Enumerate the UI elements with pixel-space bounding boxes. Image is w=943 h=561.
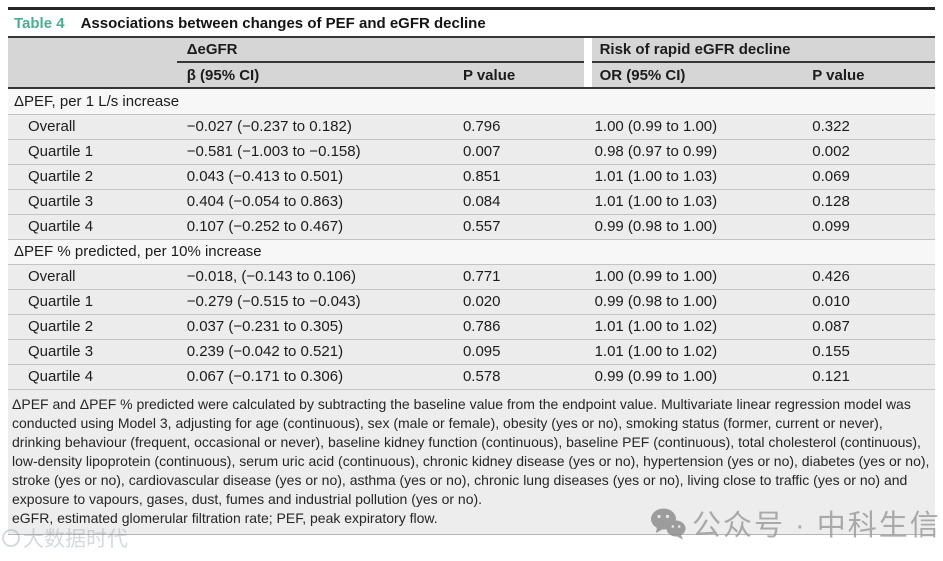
cell-beta: 0.107 (−0.252 to 0.467) xyxy=(176,214,453,240)
cell-label: Quartile 2 xyxy=(8,164,177,190)
section-header-row: ΔPEF % predicted, per 10% increase xyxy=(8,239,935,265)
cell-label: Quartile 3 xyxy=(8,339,177,365)
cell-or: 1.01 (1.00 to 1.03) xyxy=(584,189,805,215)
cell-p2: 0.002 xyxy=(804,139,935,165)
table-row: Quartile 2 0.037 (−0.231 to 0.305) 0.786 1.… xyxy=(8,314,935,340)
cell-or: 1.00 (0.99 to 1.00) xyxy=(584,264,805,290)
cell-p1: 0.851 xyxy=(452,164,585,190)
col-header-pvalue-1: P value xyxy=(462,66,516,84)
cell-label: Overall xyxy=(8,264,177,290)
table-body: ΔPEF, per 1 L/s increase Overall −0.027 (−… xyxy=(8,89,935,390)
cell-p1: 0.095 xyxy=(452,339,585,365)
col-header-pvalue-2: P value xyxy=(812,66,865,84)
section-header-label: ΔPEF, per 1 L/s increase xyxy=(8,89,935,115)
cell-beta: 0.043 (−0.413 to 0.501) xyxy=(176,164,453,190)
column-group-risk: Risk of rapid eGFR decline xyxy=(584,38,935,63)
cell-p2: 0.426 xyxy=(804,264,935,290)
cell-or: 1.00 (0.99 to 1.00) xyxy=(584,114,805,140)
data-table: ΔPEF, per 1 L/s increase Overall −0.027 (−… xyxy=(8,89,935,390)
footnote-abbreviations: eGFR, estimated glomerular filtration ra… xyxy=(12,509,438,526)
cell-p1: 0.796 xyxy=(452,114,585,140)
cell-or: 0.98 (0.97 to 0.99) xyxy=(584,139,805,165)
cell-or: 1.01 (1.00 to 1.02) xyxy=(584,339,805,365)
table-caption: Table 4 Associations between changes of … xyxy=(8,10,935,36)
cell-or: 1.01 (1.00 to 1.02) xyxy=(584,314,805,340)
cell-or: 1.01 (1.00 to 1.03) xyxy=(584,164,805,190)
table-row: Quartile 4 0.107 (−0.252 to 0.467) 0.557 0.… xyxy=(8,214,935,240)
cell-or: 0.99 (0.99 to 1.00) xyxy=(584,364,805,390)
table-header: ΔeGFR Risk of rapid eGFR decline β (95% … xyxy=(8,36,935,89)
cell-p2: 0.322 xyxy=(804,114,935,140)
cell-beta: −0.279 (−0.515 to −0.043) xyxy=(176,289,453,315)
section-header-row: ΔPEF, per 1 L/s increase xyxy=(8,89,935,115)
cell-beta: 0.239 (−0.042 to 0.521) xyxy=(176,339,453,365)
cell-label: Quartile 1 xyxy=(8,289,177,315)
cell-p1: 0.007 xyxy=(452,139,585,165)
cell-p1: 0.557 xyxy=(452,214,585,240)
table-row: Quartile 3 0.404 (−0.054 to 0.863) 0.084 1.… xyxy=(8,189,935,215)
cell-label: Quartile 4 xyxy=(8,364,177,390)
cell-beta: −0.027 (−0.237 to 0.182) xyxy=(176,114,453,140)
cell-or: 0.99 (0.98 to 1.00) xyxy=(584,289,805,315)
column-group-divider xyxy=(583,38,592,87)
table-row: Quartile 1 −0.279 (−0.515 to −0.043) 0.020… xyxy=(8,289,935,315)
cell-p1: 0.020 xyxy=(452,289,585,315)
cell-p1: 0.786 xyxy=(452,314,585,340)
col-header-or: OR (95% CI) xyxy=(599,66,686,84)
header-group-row: ΔeGFR Risk of rapid eGFR decline xyxy=(8,38,935,63)
cell-beta: 0.404 (−0.054 to 0.863) xyxy=(176,189,453,215)
table-row: Overall −0.027 (−0.237 to 0.182) 0.796 1.00… xyxy=(8,114,935,140)
table-row: Quartile 2 0.043 (−0.413 to 0.501) 0.851 1.… xyxy=(8,164,935,190)
cell-beta: 0.037 (−0.231 to 0.305) xyxy=(176,314,453,340)
caption-text: Associations between changes of PEF and … xyxy=(80,14,486,32)
table-figure: Table 4 Associations between changes of … xyxy=(8,7,935,535)
table-row: Quartile 3 0.239 (−0.042 to 0.521) 0.095 1.… xyxy=(8,339,935,365)
table-row: Overall −0.018, (−0.143 to 0.106) 0.771 1.0… xyxy=(8,264,935,290)
cell-label: Overall xyxy=(8,114,177,140)
cell-beta: −0.581 (−1.003 to −0.158) xyxy=(176,139,453,165)
cell-p2: 0.069 xyxy=(804,164,935,190)
cell-p1: 0.771 xyxy=(452,264,585,290)
cell-label: Quartile 3 xyxy=(8,189,177,215)
cell-p2: 0.128 xyxy=(804,189,935,215)
cell-label: Quartile 4 xyxy=(8,214,177,240)
cell-label: Quartile 1 xyxy=(8,139,177,165)
caption-label: Table 4 xyxy=(14,14,65,32)
section-header-label: ΔPEF % predicted, per 10% increase xyxy=(8,239,935,265)
col-header-beta: β (95% CI) xyxy=(186,66,260,84)
cell-beta: 0.067 (−0.171 to 0.306) xyxy=(176,364,453,390)
header-columns-row: β (95% CI) P value OR (95% CI) P value xyxy=(8,63,935,87)
cell-p2: 0.010 xyxy=(804,289,935,315)
table-row: Quartile 4 0.067 (−0.171 to 0.306) 0.578 0.… xyxy=(8,364,935,390)
cell-beta: −0.018, (−0.143 to 0.106) xyxy=(176,264,453,290)
header-empty-cell xyxy=(8,63,177,87)
table-row: Quartile 1 −0.581 (−1.003 to −0.158) 0.007… xyxy=(8,139,935,165)
cell-p2: 0.121 xyxy=(804,364,935,390)
table-footnote: ΔPEF and ΔPEF % predicted were calculate… xyxy=(8,389,935,534)
column-group-aegfr: ΔeGFR xyxy=(176,38,585,63)
cell-p1: 0.578 xyxy=(452,364,585,390)
cell-p2: 0.099 xyxy=(804,214,935,240)
bottom-rule xyxy=(8,533,935,535)
cell-label: Quartile 2 xyxy=(8,314,177,340)
header-empty-cell xyxy=(8,38,177,63)
footnote-methods: ΔPEF and ΔPEF % predicted were calculate… xyxy=(12,395,930,507)
cell-p2: 0.087 xyxy=(804,314,935,340)
cell-or: 0.99 (0.98 to 1.00) xyxy=(584,214,805,240)
cell-p1: 0.084 xyxy=(452,189,585,215)
cell-p2: 0.155 xyxy=(804,339,935,365)
